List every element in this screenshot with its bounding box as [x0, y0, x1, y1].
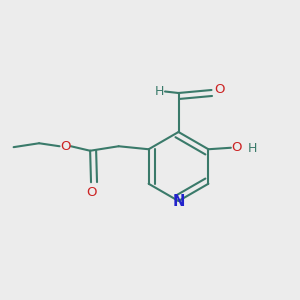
- Text: H: H: [154, 85, 164, 98]
- Text: O: O: [60, 140, 71, 153]
- Text: N: N: [172, 194, 185, 208]
- Text: O: O: [232, 141, 242, 154]
- Text: O: O: [215, 83, 225, 97]
- Text: H: H: [248, 142, 257, 155]
- Text: O: O: [87, 186, 97, 199]
